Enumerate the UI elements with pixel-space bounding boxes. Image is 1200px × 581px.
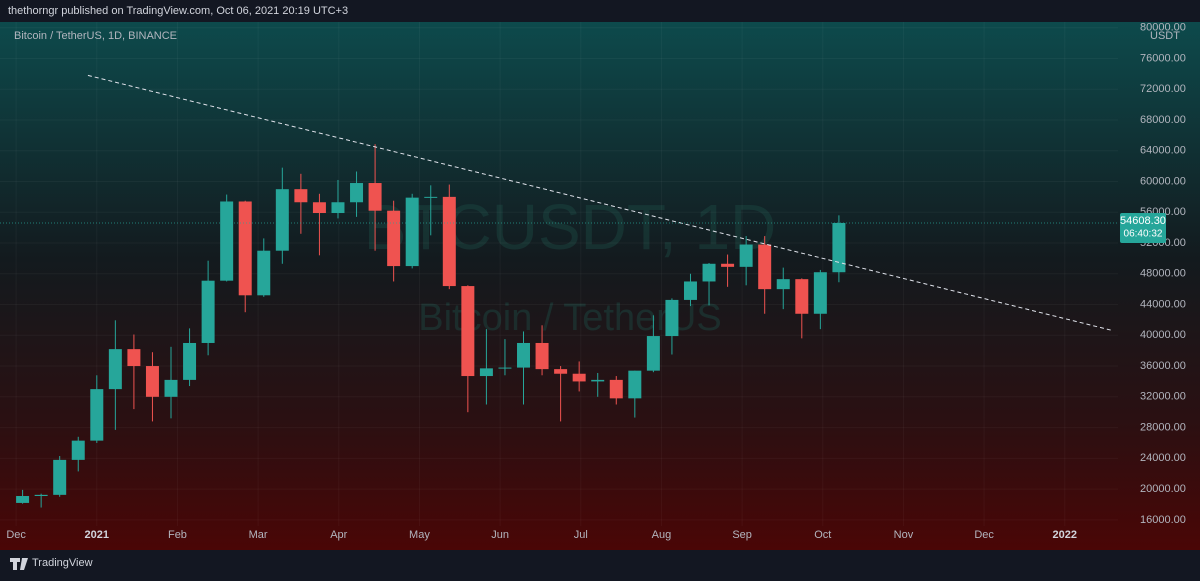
x-tick-label: Dec	[6, 529, 26, 541]
top-bar	[0, 0, 1200, 22]
candle-body	[442, 196, 456, 287]
y-tick-label: 32000.00	[1140, 391, 1186, 403]
candle-body	[238, 201, 252, 296]
candle-body	[628, 370, 642, 399]
candle-body	[108, 349, 122, 390]
y-tick-label: 76000.00	[1140, 52, 1186, 64]
x-tick-label: Apr	[330, 529, 347, 541]
chart-background	[0, 22, 1200, 550]
candle-body	[739, 244, 753, 267]
candle-body	[479, 368, 493, 377]
last-price-box	[1120, 212, 1166, 243]
candle-body	[350, 183, 364, 203]
footer-bar	[0, 550, 1200, 576]
x-tick-label: 2022	[1053, 529, 1077, 541]
candle-body	[424, 196, 438, 198]
y-tick-label: 36000.00	[1140, 360, 1186, 372]
candle-body	[517, 342, 531, 368]
y-tick-label: 72000.00	[1140, 83, 1186, 95]
candle-body	[405, 197, 419, 267]
y-tick-label: 64000.00	[1140, 145, 1186, 157]
y-axis-label: USDT	[1150, 30, 1180, 42]
y-tick-label: 60000.00	[1140, 175, 1186, 187]
candle-body	[220, 201, 234, 281]
y-tick-label: 28000.00	[1140, 421, 1186, 433]
candle-body	[164, 379, 178, 397]
candle-body	[591, 379, 605, 382]
y-tick-label: 20000.00	[1140, 483, 1186, 495]
candle-body	[758, 244, 772, 290]
x-tick-label: Sep	[732, 529, 752, 541]
y-tick-label: 80000.00	[1140, 22, 1186, 34]
candle-body	[294, 189, 308, 203]
candle-body	[813, 272, 827, 314]
candle-body	[721, 263, 735, 267]
candle-body	[461, 286, 475, 377]
x-tick-label: Feb	[168, 529, 187, 541]
logo	[10, 558, 28, 570]
chart-title: Bitcoin / TetherUS, 1D, BINANCE	[14, 30, 177, 42]
candle-body	[16, 496, 30, 503]
candle-body	[554, 369, 568, 374]
y-tick-label: 24000.00	[1140, 452, 1186, 464]
y-tick-label: 40000.00	[1140, 329, 1186, 341]
candle-body	[795, 279, 809, 314]
y-tick-label: 44000.00	[1140, 298, 1186, 310]
countdown: 06:40:32	[1124, 229, 1163, 240]
publisher: thethorngr published on TradingView.com,…	[8, 5, 348, 17]
trendline	[87, 74, 1114, 332]
x-tick-label: Aug	[652, 529, 672, 541]
x-tick-label: 2021	[85, 529, 109, 541]
y-tick-label: 68000.00	[1140, 114, 1186, 126]
y-tick-label: 16000.00	[1140, 514, 1186, 526]
candle-body	[53, 459, 67, 495]
candle-body	[145, 366, 159, 397]
candle-body	[776, 279, 790, 290]
x-tick-label: Jul	[574, 529, 588, 541]
candle-body	[498, 367, 512, 369]
candle-body	[183, 342, 197, 380]
x-tick-label: Dec	[974, 529, 994, 541]
x-tick-label: Nov	[894, 529, 914, 541]
candle-body	[201, 280, 215, 343]
candle-body	[90, 389, 104, 441]
candle-body	[609, 379, 623, 399]
candle-body	[331, 202, 345, 214]
x-tick-label: Mar	[249, 529, 268, 541]
candle-body	[71, 440, 85, 460]
candle-body	[683, 281, 697, 300]
y-tick-label: 48000.00	[1140, 268, 1186, 280]
candle-body	[368, 183, 382, 211]
candle-body	[275, 189, 289, 251]
candle-body	[702, 263, 716, 282]
candle-body	[387, 210, 401, 267]
candle-body	[665, 299, 679, 337]
footer-brand: TradingView	[32, 557, 93, 569]
candle-body	[312, 202, 326, 214]
candle-body	[572, 373, 586, 382]
candle-body	[832, 222, 846, 273]
x-tick-label: Jun	[491, 529, 509, 541]
x-tick-label: Oct	[814, 529, 831, 541]
last-price-label: 54608.30	[1120, 215, 1166, 227]
candle-body	[646, 336, 660, 371]
candle-body	[257, 250, 271, 296]
candle-body	[34, 494, 48, 497]
candle-body	[127, 349, 141, 367]
candle-body	[535, 342, 549, 370]
x-tick-label: May	[409, 529, 430, 541]
watermark: BTCUSDT, 1D	[364, 191, 777, 263]
